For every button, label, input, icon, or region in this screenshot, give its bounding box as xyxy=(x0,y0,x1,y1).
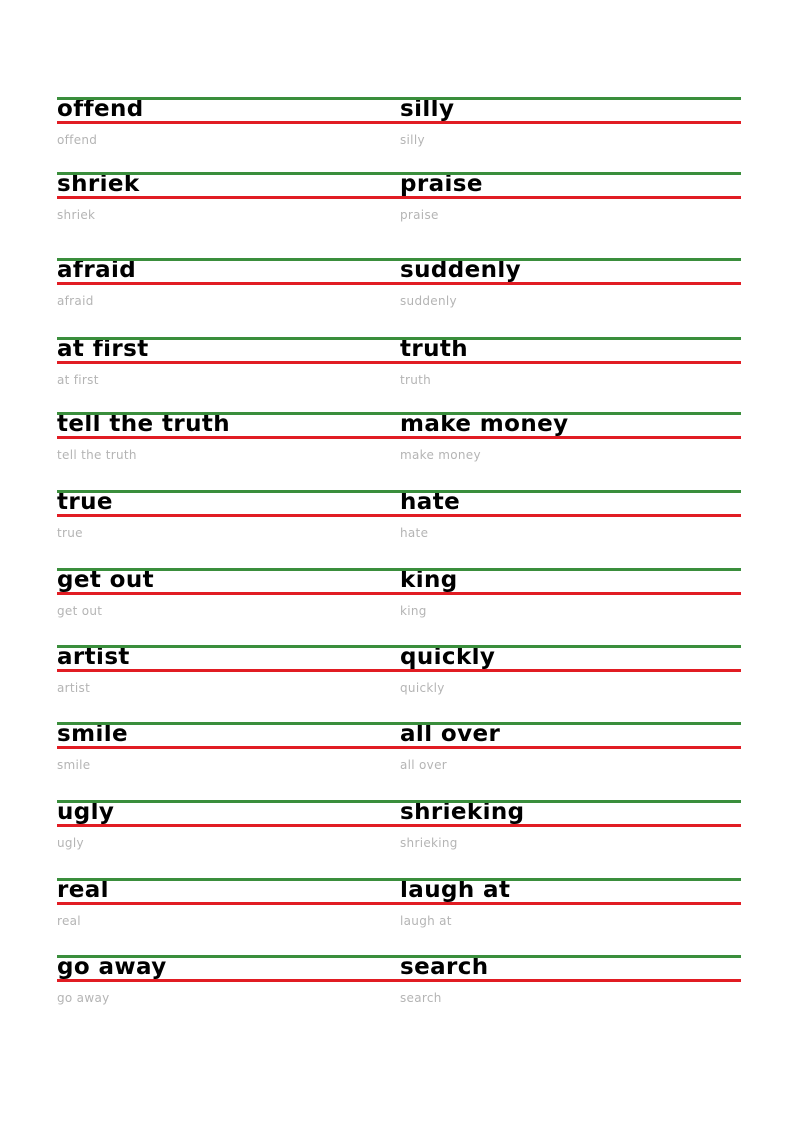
vocab-row: at first truth at first truth xyxy=(57,336,741,391)
vocab-word-left: smile xyxy=(57,721,129,747)
baseline-guideline xyxy=(57,121,741,124)
trace-word-right: laugh at xyxy=(400,914,452,928)
vocab-row: true hate true hate xyxy=(57,489,741,544)
trace-word-left: ugly xyxy=(57,836,84,850)
trace-word-left: go away xyxy=(57,991,110,1005)
top-guideline xyxy=(57,645,741,648)
trace-word-right: search xyxy=(400,991,442,1005)
vocab-word-right: quickly xyxy=(400,644,496,670)
vocab-word-right: all over xyxy=(400,721,501,747)
baseline-guideline xyxy=(57,514,741,517)
vocab-row: ugly shrieking ugly shrieking xyxy=(57,799,741,854)
vocab-word-left: ugly xyxy=(57,799,115,825)
vocab-word-right: king xyxy=(400,567,458,593)
top-guideline xyxy=(57,258,741,261)
vocab-word-right: silly xyxy=(400,96,455,122)
trace-word-left: real xyxy=(57,914,81,928)
vocab-word-left: tell the truth xyxy=(57,411,231,437)
top-guideline xyxy=(57,878,741,881)
baseline-guideline xyxy=(57,592,741,595)
trace-word-right: all over xyxy=(400,758,447,772)
trace-word-left: artist xyxy=(57,681,91,695)
trace-word-left: afraid xyxy=(57,294,94,308)
vocab-word-left: get out xyxy=(57,567,155,593)
vocab-word-right: search xyxy=(400,954,489,980)
vocab-word-left: real xyxy=(57,877,109,903)
trace-word-right: hate xyxy=(400,526,429,540)
baseline-guideline xyxy=(57,361,741,364)
vocab-word-left: offend xyxy=(57,96,144,122)
top-guideline xyxy=(57,568,741,571)
vocab-word-left: afraid xyxy=(57,257,137,283)
vocab-row: artist quickly artist quickly xyxy=(57,644,741,699)
vocab-row: afraid suddenly afraid suddenly xyxy=(57,257,741,312)
vocab-word-left: at first xyxy=(57,336,149,362)
trace-word-left: true xyxy=(57,526,83,540)
trace-word-left: at first xyxy=(57,373,99,387)
trace-word-left: smile xyxy=(57,758,91,772)
trace-word-right: shrieking xyxy=(400,836,458,850)
vocab-row: tell the truth make money tell the truth… xyxy=(57,411,741,466)
vocab-row: smile all over smile all over xyxy=(57,721,741,776)
vocab-row: go away search go away search xyxy=(57,954,741,1009)
vocab-row: real laugh at real laugh at xyxy=(57,877,741,932)
baseline-guideline xyxy=(57,824,741,827)
top-guideline xyxy=(57,722,741,725)
trace-word-right: silly xyxy=(400,133,425,147)
vocab-word-right: suddenly xyxy=(400,257,522,283)
top-guideline xyxy=(57,97,741,100)
vocab-row: shriek praise shriek praise xyxy=(57,171,741,226)
trace-word-right: king xyxy=(400,604,427,618)
trace-word-right: praise xyxy=(400,208,439,222)
baseline-guideline xyxy=(57,196,741,199)
top-guideline xyxy=(57,412,741,415)
top-guideline xyxy=(57,172,741,175)
vocab-row: offend silly offend silly xyxy=(57,96,741,151)
vocab-word-left: true xyxy=(57,489,113,515)
baseline-guideline xyxy=(57,902,741,905)
trace-word-right: quickly xyxy=(400,681,445,695)
top-guideline xyxy=(57,955,741,958)
trace-word-right: truth xyxy=(400,373,432,387)
trace-word-left: tell the truth xyxy=(57,448,137,462)
vocab-word-left: go away xyxy=(57,954,167,980)
trace-word-left: get out xyxy=(57,604,103,618)
top-guideline xyxy=(57,800,741,803)
vocab-word-right: praise xyxy=(400,171,483,197)
vocab-word-right: laugh at xyxy=(400,877,511,903)
trace-word-left: shriek xyxy=(57,208,96,222)
vocab-word-right: truth xyxy=(400,336,469,362)
vocab-word-right: make money xyxy=(400,411,569,437)
vocab-row: get out king get out king xyxy=(57,567,741,622)
trace-word-right: suddenly xyxy=(400,294,457,308)
vocab-word-right: hate xyxy=(400,489,461,515)
baseline-guideline xyxy=(57,436,741,439)
baseline-guideline xyxy=(57,669,741,672)
trace-word-left: offend xyxy=(57,133,98,147)
baseline-guideline xyxy=(57,979,741,982)
baseline-guideline xyxy=(57,282,741,285)
vocab-word-left: shriek xyxy=(57,171,140,197)
top-guideline xyxy=(57,490,741,493)
trace-word-right: make money xyxy=(400,448,481,462)
vocab-word-left: artist xyxy=(57,644,130,670)
vocab-word-right: shrieking xyxy=(400,799,525,825)
baseline-guideline xyxy=(57,746,741,749)
top-guideline xyxy=(57,337,741,340)
